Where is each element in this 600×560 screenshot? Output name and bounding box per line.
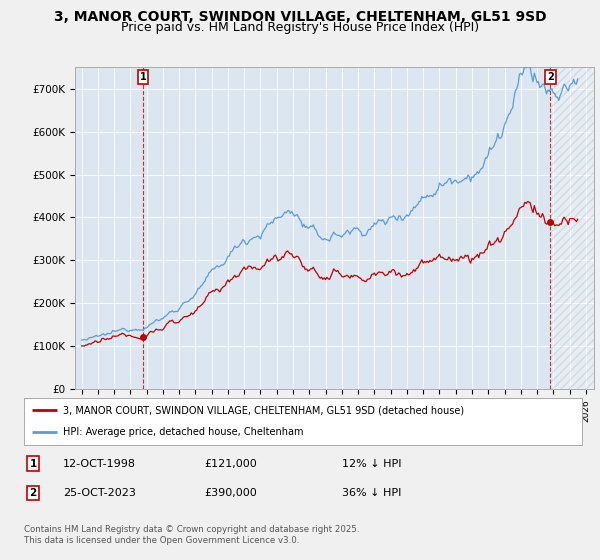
Text: Price paid vs. HM Land Registry's House Price Index (HPI): Price paid vs. HM Land Registry's House … [121, 21, 479, 34]
Bar [550, 67, 594, 389]
Text: 12% ↓ HPI: 12% ↓ HPI [342, 459, 401, 469]
Text: 36% ↓ HPI: 36% ↓ HPI [342, 488, 401, 498]
Text: £390,000: £390,000 [204, 488, 257, 498]
Text: £121,000: £121,000 [204, 459, 257, 469]
Text: 2: 2 [547, 72, 554, 82]
Text: 12-OCT-1998: 12-OCT-1998 [63, 459, 136, 469]
Text: 2: 2 [29, 488, 37, 498]
Text: HPI: Average price, detached house, Cheltenham: HPI: Average price, detached house, Chel… [63, 427, 304, 437]
Bar [550, 67, 594, 389]
Text: 3, MANOR COURT, SWINDON VILLAGE, CHELTENHAM, GL51 9SD: 3, MANOR COURT, SWINDON VILLAGE, CHELTEN… [53, 10, 547, 24]
Text: 25-OCT-2023: 25-OCT-2023 [63, 488, 136, 498]
Text: 1: 1 [140, 72, 146, 82]
Text: Contains HM Land Registry data © Crown copyright and database right 2025.
This d: Contains HM Land Registry data © Crown c… [24, 525, 359, 545]
Text: 1: 1 [29, 459, 37, 469]
Text: 3, MANOR COURT, SWINDON VILLAGE, CHELTENHAM, GL51 9SD (detached house): 3, MANOR COURT, SWINDON VILLAGE, CHELTEN… [63, 405, 464, 416]
